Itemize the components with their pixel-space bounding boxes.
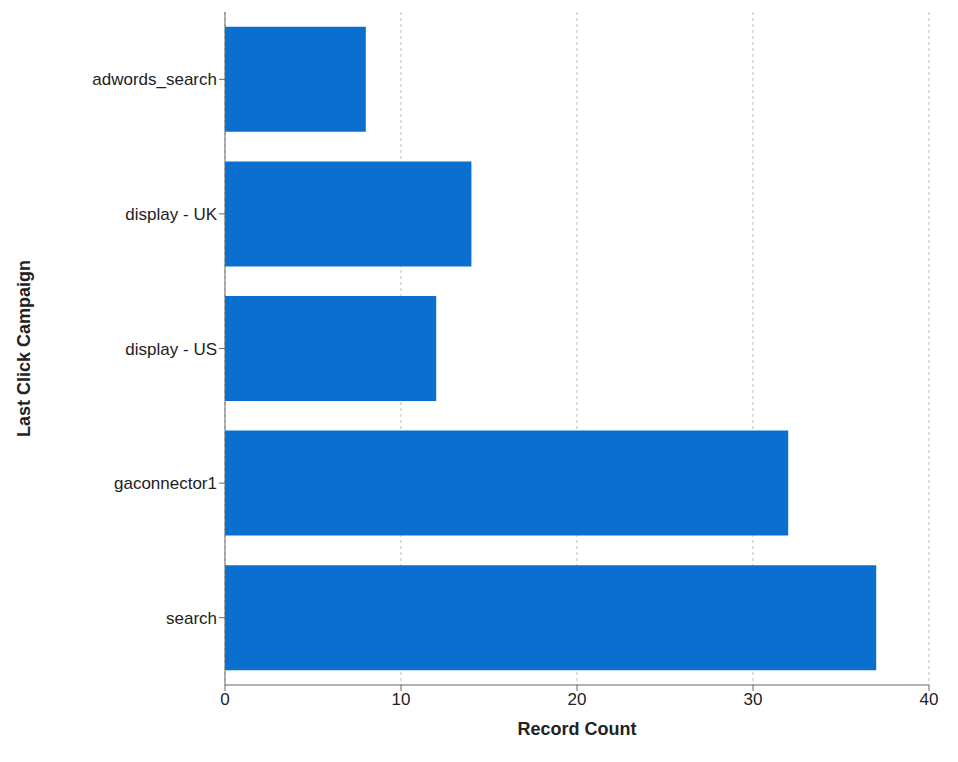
svg-text:gaconnector1: gaconnector1 (114, 474, 217, 493)
svg-text:10: 10 (392, 690, 411, 709)
svg-text:40: 40 (920, 690, 939, 709)
svg-text:Record Count: Record Count (518, 719, 637, 739)
svg-text:Last Click Campaign: Last Click Campaign (14, 260, 34, 437)
svg-text:adwords_search: adwords_search (92, 70, 217, 89)
svg-text:30: 30 (744, 690, 763, 709)
svg-text:display - US: display - US (125, 340, 217, 359)
svg-text:0: 0 (220, 690, 229, 709)
svg-text:search: search (166, 609, 217, 628)
svg-text:display - UK: display - UK (125, 205, 217, 224)
svg-text:20: 20 (568, 690, 587, 709)
